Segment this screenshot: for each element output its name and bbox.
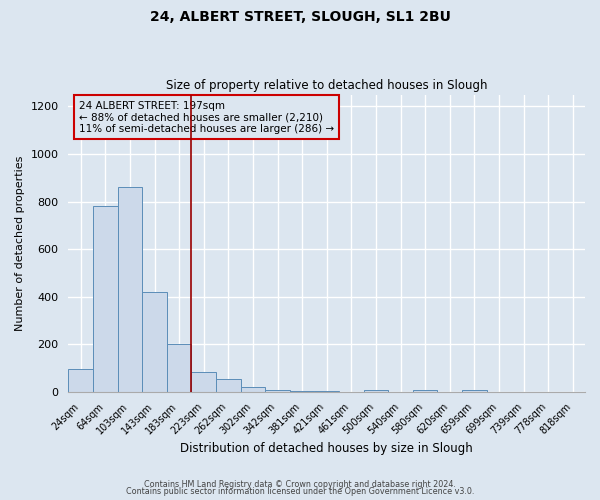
Y-axis label: Number of detached properties: Number of detached properties — [15, 156, 25, 331]
Text: 24, ALBERT STREET, SLOUGH, SL1 2BU: 24, ALBERT STREET, SLOUGH, SL1 2BU — [149, 10, 451, 24]
Bar — [216, 378, 241, 392]
X-axis label: Distribution of detached houses by size in Slough: Distribution of detached houses by size … — [181, 442, 473, 455]
Bar — [93, 206, 118, 392]
Text: 24 ALBERT STREET: 197sqm
← 88% of detached houses are smaller (2,210)
11% of sem: 24 ALBERT STREET: 197sqm ← 88% of detach… — [79, 100, 334, 134]
Bar — [265, 390, 290, 392]
Bar — [118, 188, 142, 392]
Title: Size of property relative to detached houses in Slough: Size of property relative to detached ho… — [166, 79, 487, 92]
Bar — [68, 369, 93, 392]
Text: Contains public sector information licensed under the Open Government Licence v3: Contains public sector information licen… — [126, 488, 474, 496]
Bar — [142, 292, 167, 392]
Bar — [314, 391, 339, 392]
Bar — [167, 344, 191, 392]
Text: Contains HM Land Registry data © Crown copyright and database right 2024.: Contains HM Land Registry data © Crown c… — [144, 480, 456, 489]
Bar — [413, 390, 437, 392]
Bar — [191, 372, 216, 392]
Bar — [241, 386, 265, 392]
Bar — [462, 390, 487, 392]
Bar — [290, 390, 314, 392]
Bar — [364, 390, 388, 392]
